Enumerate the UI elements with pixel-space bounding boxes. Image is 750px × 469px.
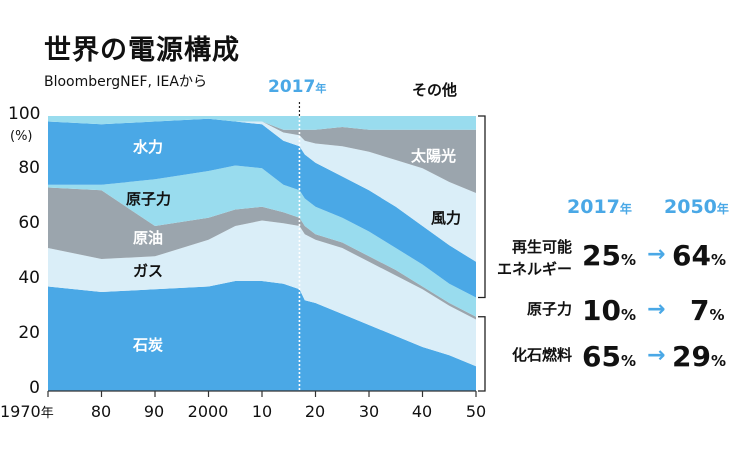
bracket-fossil <box>478 316 486 392</box>
chart-areas <box>48 116 476 391</box>
area-hydro <box>48 118 476 298</box>
area-gas <box>48 220 476 367</box>
series-label-oil: 原油 <box>133 229 164 247</box>
area-nuclear <box>48 165 476 317</box>
series-label-gas: ガス <box>133 262 164 280</box>
row-label-fossil: 化石燃料 <box>511 346 572 364</box>
series-label-nuclear: 原子力 <box>126 190 172 208</box>
x-tick: 80 <box>90 402 112 421</box>
x-tick: 1970年 <box>0 402 54 421</box>
value-nuclear-2017: 10% <box>582 294 636 327</box>
x-tick: 50 <box>465 402 487 421</box>
y-tick: 20 <box>18 323 40 343</box>
series-label-wind: 風力 <box>431 209 462 227</box>
area-wind <box>48 118 476 262</box>
series-label-other: その他 <box>412 81 458 99</box>
area-coal <box>48 281 476 391</box>
x-tick: 90 <box>143 402 165 421</box>
row-label-renewable: 再生可能 エネルギー <box>496 238 572 278</box>
chart-axes <box>47 102 477 397</box>
y-tick: 0 <box>29 378 40 398</box>
marker-year-label: 2017年 <box>268 77 327 97</box>
bracket-renewable <box>478 115 486 299</box>
area-oil <box>48 187 476 320</box>
arrow-icon: → <box>647 343 666 368</box>
group-brackets <box>478 115 486 392</box>
value-renewable-2017: 25% <box>582 239 636 272</box>
chart-title: 世界の電源構成 <box>44 35 240 66</box>
series-label-hydro: 水力 <box>133 138 164 156</box>
area-other <box>48 116 476 130</box>
x-tick: 30 <box>358 402 380 421</box>
y-axis-unit: (%) <box>10 129 33 144</box>
row-label-nuclear: 原子力 <box>526 300 572 318</box>
arrow-icon: → <box>647 297 666 322</box>
x-tick: 10 <box>251 402 273 421</box>
table-header-2017: 2017年 <box>567 196 632 218</box>
series-label-coal: 石炭 <box>133 336 164 354</box>
series-label-solar: 太陽光 <box>411 147 457 165</box>
arrow-icon: → <box>647 242 666 267</box>
value-nuclear-2050: 7% <box>690 294 725 327</box>
value-fossil-2017: 65% <box>582 340 636 373</box>
y-tick: 100 <box>8 104 41 124</box>
y-tick: 80 <box>18 158 40 178</box>
y-tick: 40 <box>18 268 40 288</box>
x-tick: 2000 <box>187 402 229 421</box>
table-header-2050: 2050年 <box>664 196 729 218</box>
area-solar <box>48 118 476 193</box>
x-tick: 20 <box>304 402 326 421</box>
x-tick: 40 <box>411 402 433 421</box>
value-fossil-2050: 29% <box>672 340 726 373</box>
value-renewable-2050: 64% <box>672 239 726 272</box>
y-tick: 60 <box>18 213 40 233</box>
source-note: BloombergNEF, IEAから <box>44 74 207 90</box>
